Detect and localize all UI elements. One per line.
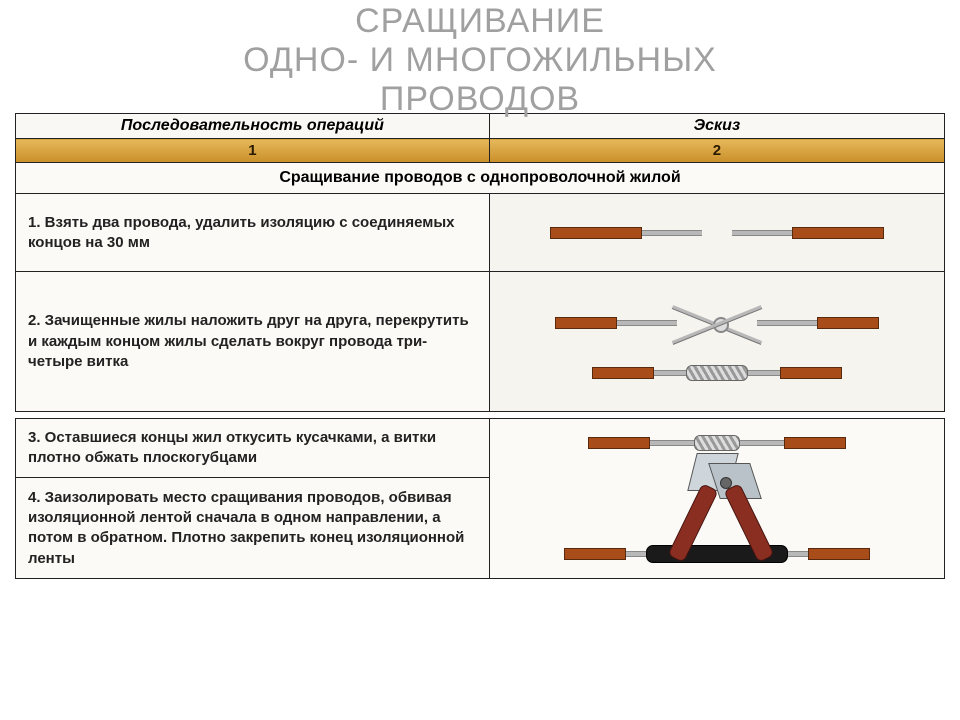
- title-line-3: ПРОВОДОВ: [380, 80, 580, 118]
- title-line-1: СРАЩИВАНИЕ: [355, 2, 605, 40]
- page-title: СРАЩИВАНИЕ ОДНО- И МНОГОЖИЛЬНЫХ ПРОВОДОВ: [0, 0, 960, 119]
- step-2-sketch: [489, 272, 944, 412]
- title-line-2: ОДНО- И МНОГОЖИЛЬНЫХ: [243, 41, 717, 79]
- step-2-row: 2. Зачищенные жилы наложить друг на друг…: [16, 272, 945, 412]
- step-1-sketch: [489, 194, 944, 272]
- wires-stripped-icon: [496, 227, 938, 239]
- splicing-table-upper: Последовательность операций Эскиз 1 2 Ср…: [15, 113, 945, 412]
- col-number-1: 1: [16, 139, 490, 163]
- splicing-table-lower: 3. Оставшиеся концы жил откусить кусачка…: [15, 418, 945, 579]
- column-number-row: 1 2: [16, 139, 945, 163]
- section-title: Сращивание проводов с однопроволочной жи…: [16, 163, 945, 194]
- wires-twisted-icon: [496, 365, 938, 381]
- step-4-text: 4. Заизолировать место сращивания провод…: [16, 478, 490, 579]
- col-number-2: 2: [489, 139, 944, 163]
- pliers-icon: [642, 453, 792, 543]
- step-3-row: 3. Оставшиеся концы жил откусить кусачка…: [16, 419, 945, 478]
- step-3-text: 3. Оставшиеся концы жил откусить кусачка…: [16, 419, 490, 478]
- wires-cut-twist-icon: [496, 435, 938, 451]
- wires-taped-icon: [496, 545, 938, 563]
- section-title-row: Сращивание проводов с однопроволочной жи…: [16, 163, 945, 194]
- step-1-text: 1. Взять два провода, удалить изоляцию с…: [16, 194, 490, 272]
- step-3-4-sketch: [489, 419, 944, 579]
- step-2-text: 2. Зачищенные жилы наложить друг на друг…: [16, 272, 490, 412]
- wires-crossed-icon: [496, 303, 938, 343]
- step-1-row: 1. Взять два провода, удалить изоляцию с…: [16, 194, 945, 272]
